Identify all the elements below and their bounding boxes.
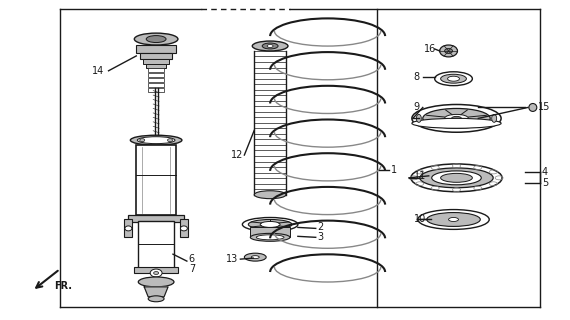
Bar — [136, 145, 176, 214]
Text: 6: 6 — [189, 254, 195, 264]
Text: 3: 3 — [317, 232, 324, 242]
Bar — [140, 53, 172, 59]
Ellipse shape — [125, 226, 132, 231]
Ellipse shape — [245, 253, 266, 261]
Ellipse shape — [150, 269, 162, 277]
Text: 13: 13 — [226, 254, 238, 264]
Bar — [148, 83, 164, 87]
Ellipse shape — [253, 41, 288, 51]
Ellipse shape — [146, 36, 166, 43]
Bar — [250, 228, 290, 237]
Ellipse shape — [418, 210, 489, 229]
Bar — [148, 68, 164, 72]
Ellipse shape — [441, 74, 466, 83]
Ellipse shape — [249, 220, 292, 229]
Text: 4: 4 — [542, 167, 548, 177]
Ellipse shape — [441, 173, 473, 182]
Ellipse shape — [135, 33, 178, 45]
Ellipse shape — [242, 218, 298, 231]
Ellipse shape — [267, 44, 273, 47]
Bar — [139, 221, 174, 269]
Ellipse shape — [411, 164, 502, 192]
Bar — [146, 64, 166, 68]
Bar — [148, 88, 164, 92]
Ellipse shape — [492, 114, 496, 122]
Ellipse shape — [451, 116, 462, 120]
Text: 5: 5 — [542, 178, 548, 188]
Text: 14: 14 — [92, 66, 104, 76]
Ellipse shape — [431, 171, 481, 185]
Text: 10: 10 — [414, 214, 426, 224]
Ellipse shape — [262, 43, 278, 49]
Ellipse shape — [137, 137, 175, 144]
Bar — [148, 73, 164, 77]
Text: 8: 8 — [414, 72, 420, 82]
Ellipse shape — [445, 48, 453, 53]
Ellipse shape — [449, 218, 458, 221]
Bar — [135, 267, 178, 273]
Bar — [148, 78, 164, 82]
Ellipse shape — [423, 108, 490, 128]
Ellipse shape — [260, 221, 280, 228]
Ellipse shape — [256, 235, 284, 240]
Text: 12: 12 — [230, 150, 243, 160]
Ellipse shape — [412, 118, 501, 128]
Ellipse shape — [148, 296, 164, 302]
Ellipse shape — [420, 168, 493, 188]
Polygon shape — [144, 287, 168, 297]
Bar — [136, 45, 176, 53]
Text: 11: 11 — [414, 171, 426, 181]
Bar — [143, 59, 169, 64]
Ellipse shape — [251, 256, 259, 259]
Ellipse shape — [250, 233, 290, 241]
Ellipse shape — [139, 277, 174, 287]
Ellipse shape — [412, 105, 501, 132]
Text: 9: 9 — [414, 102, 420, 112]
Ellipse shape — [140, 139, 145, 142]
Ellipse shape — [435, 72, 473, 86]
Ellipse shape — [254, 191, 286, 199]
Text: 7: 7 — [189, 264, 195, 274]
Text: 16: 16 — [424, 44, 436, 54]
Ellipse shape — [131, 135, 182, 145]
Ellipse shape — [181, 226, 188, 231]
Bar — [180, 220, 188, 237]
Ellipse shape — [168, 139, 173, 142]
Text: 15: 15 — [538, 102, 550, 112]
Text: 2: 2 — [317, 222, 324, 232]
Text: 1: 1 — [391, 165, 397, 175]
Ellipse shape — [416, 114, 421, 122]
Ellipse shape — [447, 76, 459, 81]
Ellipse shape — [445, 114, 469, 122]
Ellipse shape — [529, 103, 537, 111]
Text: FR.: FR. — [54, 281, 72, 291]
Bar — [128, 214, 184, 222]
Bar — [124, 220, 132, 237]
Ellipse shape — [427, 212, 481, 227]
Ellipse shape — [439, 45, 458, 57]
Ellipse shape — [154, 272, 158, 275]
